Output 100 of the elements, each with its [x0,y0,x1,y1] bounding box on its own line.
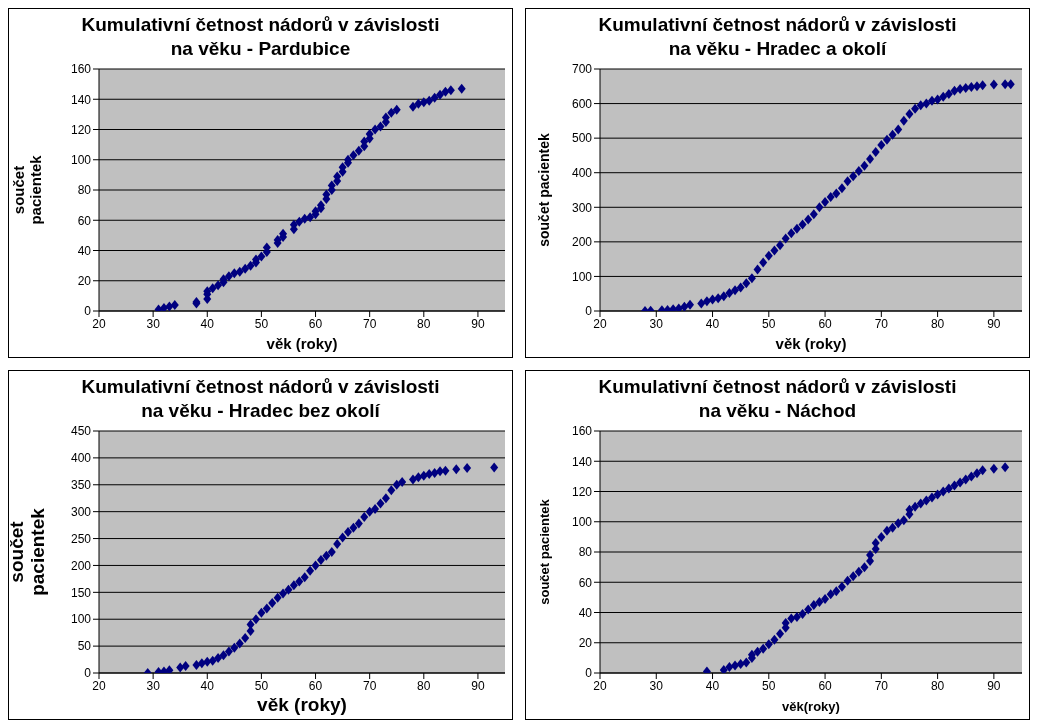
point [742,657,751,668]
x-tick-label: 40 [705,678,720,693]
point [203,656,212,667]
point [989,463,998,474]
y-tick-label: 40 [77,243,92,258]
y-axis-title: součet pacientek [6,507,48,596]
point [398,477,407,488]
point [279,588,288,599]
x-axis-title: věk (roky) [775,335,847,352]
point [798,609,807,620]
point [441,465,450,476]
y-tick-label: 350 [70,478,92,493]
point [219,650,228,661]
x-tick-label: 30 [649,316,664,331]
point [933,489,942,500]
point [826,589,835,600]
y-tick-label: 80 [578,545,593,560]
point [338,532,347,543]
x-tick-label: 90 [987,678,1001,693]
point [311,560,320,571]
point [257,607,266,618]
point [414,472,423,483]
y-tick-label: 60 [578,575,593,590]
x-tick-label: 90 [471,678,485,693]
y-tick-label: 50 [77,639,92,654]
point [273,592,282,603]
point [821,593,830,604]
y-tick-label: 150 [70,585,92,600]
y-tick-label: 140 [571,454,593,469]
point [381,493,390,504]
x-tick-label: 70 [874,678,889,693]
point [408,474,417,485]
point [849,571,858,582]
point [251,614,260,625]
y-tick-label: 400 [70,451,92,466]
point [944,483,953,494]
x-tick-label: 90 [987,316,1001,331]
point [854,566,863,577]
point [181,661,190,672]
point [344,527,353,538]
y-tick-label: 100 [70,612,92,627]
point [843,575,852,586]
x-tick-label: 70 [362,316,377,331]
y-tick-label: 200 [70,558,92,573]
y-tick-label: 300 [70,504,92,519]
point [268,598,277,609]
x-tick-label: 90 [471,316,485,331]
y-tick-label: 140 [70,92,92,107]
point [208,655,217,666]
x-tick-label: 50 [762,678,776,693]
x-tick-label: 60 [818,316,833,331]
point [452,464,461,475]
y-tick-label: 100 [70,153,92,168]
point [333,538,342,549]
point [927,492,936,503]
y-tick-label: 160 [70,62,92,77]
x-tick-label: 30 [649,678,664,693]
point [376,498,385,509]
point [300,572,309,583]
point [719,664,728,673]
y-tick-label: 450 [70,424,92,439]
point [759,643,768,654]
y-tick-label: 700 [571,62,593,77]
point [894,518,903,529]
point [877,531,886,542]
point [787,613,796,624]
point [463,463,472,474]
x-tick-label: 80 [930,316,945,331]
point [392,479,401,490]
point [792,612,801,623]
x-tick-label: 40 [200,678,215,693]
x-axis-title: věk (roky) [266,335,338,352]
y-tick-label: 120 [70,122,92,137]
point [967,471,976,482]
point [284,584,293,595]
point [241,633,250,644]
y-tick-label: 0 [585,304,593,319]
point [916,498,925,509]
point [922,495,931,506]
point [815,596,824,607]
x-tick-label: 80 [930,678,945,693]
y-tick-label: 120 [571,484,593,499]
x-tick-label: 70 [362,678,377,693]
x-tick-label: 60 [818,678,833,693]
point [316,555,325,566]
y-tick-label: 250 [70,531,92,546]
point [961,474,970,485]
point [365,506,374,517]
chart-title: Kumulativní četnost nádorů v závislosti na věku - Náchod [597,375,958,423]
x-tick-label: 40 [705,316,720,331]
x-tick-label: 40 [200,316,215,331]
x-axis-title: věk (roky) [257,694,347,715]
y-tick-label: 300 [571,200,593,215]
y-axis-title: součet pacientek [10,154,44,225]
point [770,634,779,645]
x-tick-label: 80 [417,316,431,331]
x-tick-label: 30 [146,316,161,331]
point [235,638,244,649]
point [809,599,818,610]
chart-title: Kumulativní četnost nádorů v závislosti na věku - Hradec a okolí [597,13,958,61]
